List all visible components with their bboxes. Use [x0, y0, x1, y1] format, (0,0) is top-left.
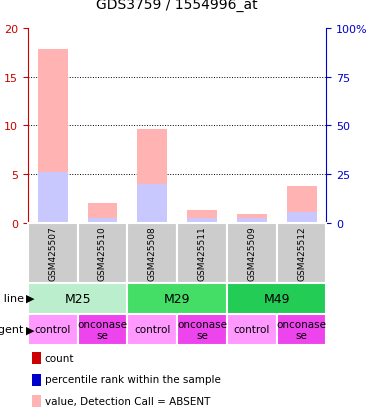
Text: GDS3759 / 1554996_at: GDS3759 / 1554996_at	[96, 0, 258, 12]
Text: GSM425508: GSM425508	[148, 225, 157, 280]
Bar	[187, 218, 217, 223]
Bar	[88, 204, 118, 223]
Bar	[277, 314, 326, 345]
Text: value, Detection Call = ABSENT: value, Detection Call = ABSENT	[45, 396, 210, 406]
Text: count: count	[45, 353, 74, 363]
Bar	[28, 283, 127, 314]
Text: M49: M49	[263, 292, 290, 305]
Bar	[38, 173, 68, 223]
Text: control: control	[234, 324, 270, 335]
Bar	[88, 218, 118, 223]
Text: control: control	[134, 324, 170, 335]
Bar	[127, 283, 227, 314]
Text: M29: M29	[164, 292, 190, 305]
Bar	[78, 223, 127, 283]
Text: GSM425507: GSM425507	[48, 225, 57, 280]
Bar	[237, 218, 267, 223]
Text: GSM425511: GSM425511	[197, 225, 207, 280]
Bar	[227, 283, 326, 314]
Bar	[287, 186, 316, 223]
Text: cell line: cell line	[0, 293, 24, 304]
Bar	[227, 314, 277, 345]
Text: GSM425509: GSM425509	[247, 225, 256, 280]
Bar	[227, 223, 277, 283]
Bar	[237, 215, 267, 223]
Bar	[127, 314, 177, 345]
Text: M25: M25	[64, 292, 91, 305]
Bar	[38, 50, 68, 223]
Bar	[137, 184, 167, 223]
Text: percentile rank within the sample: percentile rank within the sample	[45, 374, 220, 384]
Text: GSM425510: GSM425510	[98, 225, 107, 280]
Bar	[127, 223, 177, 283]
Text: ▶: ▶	[26, 293, 35, 304]
Text: onconase
se: onconase se	[277, 319, 326, 340]
Text: onconase
se: onconase se	[78, 319, 128, 340]
Bar	[137, 130, 167, 223]
Bar	[187, 210, 217, 223]
Text: GSM425512: GSM425512	[297, 226, 306, 280]
Text: ▶: ▶	[26, 324, 35, 335]
Bar	[28, 314, 78, 345]
Bar	[277, 223, 326, 283]
Text: control: control	[35, 324, 71, 335]
Text: agent: agent	[0, 324, 24, 335]
Bar	[177, 314, 227, 345]
Text: onconase
se: onconase se	[177, 319, 227, 340]
Bar	[287, 212, 316, 223]
Bar	[177, 223, 227, 283]
Bar	[78, 314, 127, 345]
Bar	[28, 223, 78, 283]
